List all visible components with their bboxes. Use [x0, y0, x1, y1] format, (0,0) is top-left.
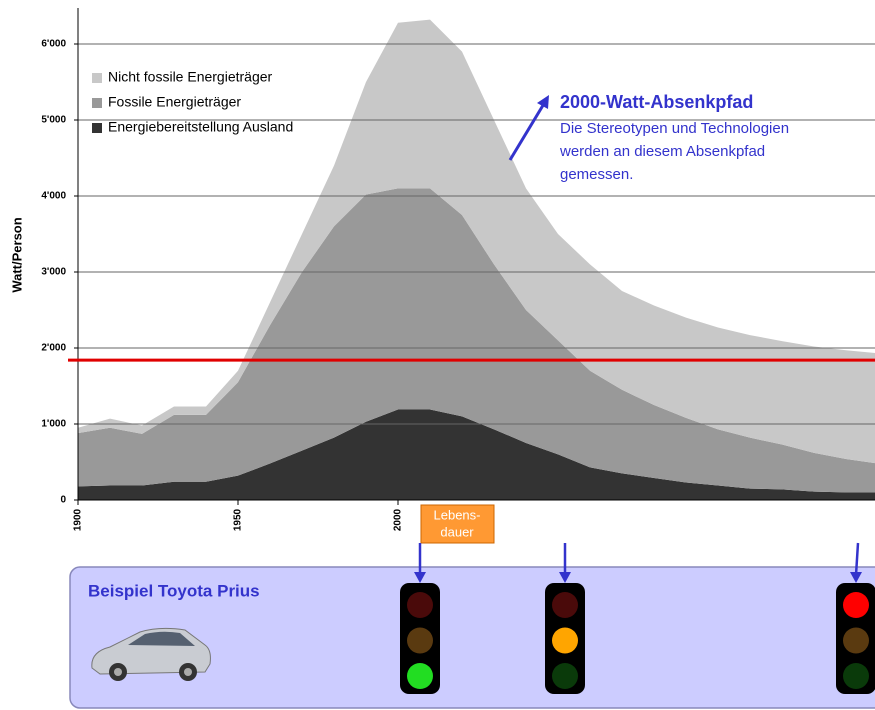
y-tick-label: 4'000 [41, 191, 66, 202]
legend-label: Nicht fossile Energieträger [108, 69, 273, 85]
arrow-head [850, 572, 862, 583]
annotation-text: Die Stereotypen und Technologien [560, 120, 789, 137]
arrow-head [559, 572, 571, 583]
area [78, 409, 875, 500]
lamp [552, 663, 578, 689]
car-icon [91, 627, 211, 681]
lamp [843, 627, 869, 654]
panel-title: Beispiel Toyota Prius [88, 581, 260, 600]
legend-label: Fossile Energieträger [108, 94, 241, 110]
lamp [407, 663, 433, 689]
annotation-text: gemessen. [560, 166, 633, 183]
lifetime-box [420, 504, 495, 544]
y-label-group: Watt/Person [9, 217, 24, 292]
x-tick-label: 1900 [73, 508, 84, 531]
legend-label: Energiebereitstellung Ausland [108, 119, 293, 135]
area [78, 188, 875, 493]
annotation-arrow [508, 101, 547, 161]
lamp [843, 592, 869, 618]
y-tick-label: 1'000 [41, 419, 66, 430]
light-arrow [854, 542, 860, 576]
lifetime-label: Lebens- [434, 507, 481, 522]
lifetime-label: dauer [440, 524, 474, 539]
lamp [552, 627, 578, 654]
arrow-head [537, 95, 549, 109]
legend-swatch [92, 73, 102, 83]
x-tick-label: 2000 [393, 508, 404, 531]
lamp [407, 627, 433, 654]
x-tick-label: 1950 [233, 508, 244, 531]
y-tick-label: 3'000 [41, 267, 66, 278]
y-tick-label: 2'000 [41, 343, 66, 354]
y-tick-label: 5'000 [41, 115, 66, 126]
y-tick-label: 6'000 [41, 39, 66, 50]
annotation-text: werden an diesem Absenkpfad [559, 143, 765, 160]
example-panel [69, 566, 875, 709]
plot-area [78, 19, 875, 500]
legend-swatch [92, 98, 102, 108]
annotation-title: 2000-Watt-Absenkpfad [560, 92, 753, 112]
lamp [843, 663, 869, 689]
area [78, 19, 875, 464]
arrow-head [414, 572, 426, 583]
legend-swatch [92, 123, 102, 133]
y-tick-label: 0 [60, 495, 66, 506]
y-axis-label: Watt/Person [9, 217, 24, 292]
lamp [407, 592, 433, 618]
lamp [552, 592, 578, 618]
